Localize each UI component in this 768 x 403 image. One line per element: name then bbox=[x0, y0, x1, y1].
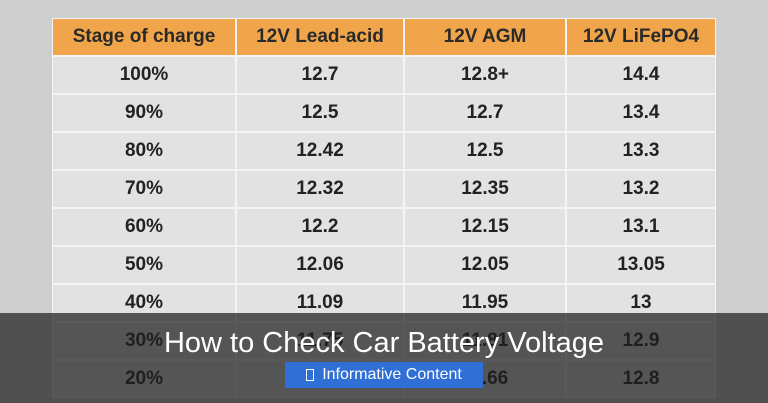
table-cell: 12.15 bbox=[404, 208, 566, 246]
header-cell: 12V Lead-acid bbox=[236, 18, 404, 56]
caption-overlay: How to Check Car Battery Voltage Informa… bbox=[0, 313, 768, 403]
table-cell: 12.2 bbox=[236, 208, 404, 246]
table-cell: 13.3 bbox=[566, 132, 716, 170]
table-cell: 50% bbox=[52, 246, 236, 284]
header-cell: 12V LiFePO4 bbox=[566, 18, 716, 56]
header-cell: Stage of charge bbox=[52, 18, 236, 56]
table-cell: 90% bbox=[52, 94, 236, 132]
badge-label: Informative Content bbox=[322, 366, 462, 383]
badge-icon bbox=[306, 369, 315, 381]
table-cell: 12.42 bbox=[236, 132, 404, 170]
table-cell: 12.35 bbox=[404, 170, 566, 208]
table-cell: 13.4 bbox=[566, 94, 716, 132]
table-cell: 12.06 bbox=[236, 246, 404, 284]
table-cell: 12.5 bbox=[404, 132, 566, 170]
header-cell: 12V AGM bbox=[404, 18, 566, 56]
table-cell: 12.32 bbox=[236, 170, 404, 208]
table-cell: 100% bbox=[52, 56, 236, 94]
table-cell: 12.7 bbox=[404, 94, 566, 132]
category-badge[interactable]: Informative Content bbox=[285, 362, 483, 388]
table-cell: 14.4 bbox=[566, 56, 716, 94]
table-cell: 13.05 bbox=[566, 246, 716, 284]
table-cell: 12.7 bbox=[236, 56, 404, 94]
table-cell: 12.5 bbox=[236, 94, 404, 132]
caption-title: How to Check Car Battery Voltage bbox=[163, 327, 605, 359]
table-cell: 13.1 bbox=[566, 208, 716, 246]
table-cell: 70% bbox=[52, 170, 236, 208]
table-cell: 12.05 bbox=[404, 246, 566, 284]
table-cell: 13.2 bbox=[566, 170, 716, 208]
table-cell: 60% bbox=[52, 208, 236, 246]
table-cell: 80% bbox=[52, 132, 236, 170]
table-cell: 12.8+ bbox=[404, 56, 566, 94]
